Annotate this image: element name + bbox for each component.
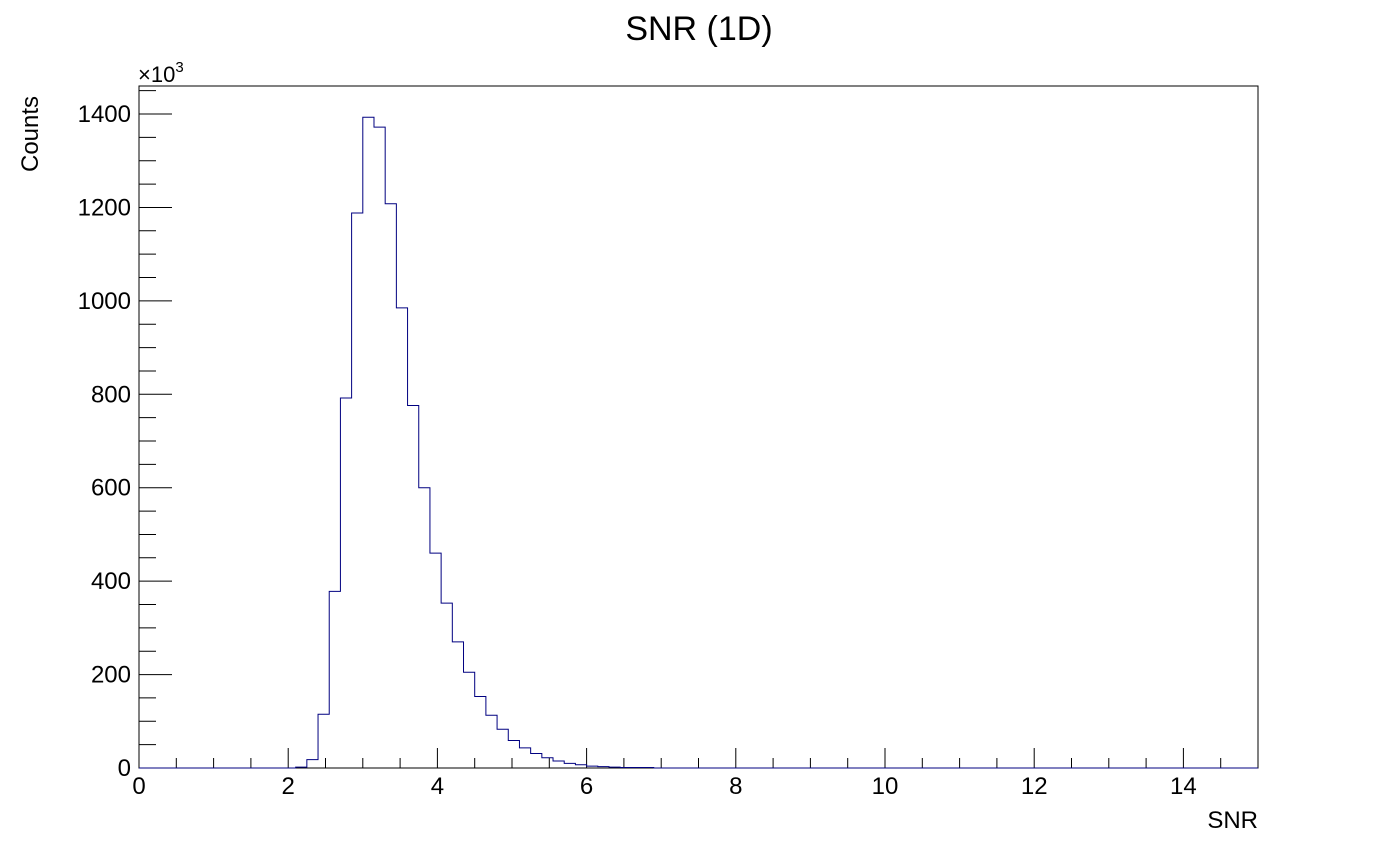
y-axis-ticks bbox=[139, 90, 172, 769]
histogram-series-line bbox=[139, 116, 1258, 769]
x-tick-label: 6 bbox=[580, 773, 593, 800]
plot-frame bbox=[138, 85, 1259, 769]
plot-border bbox=[138, 85, 1259, 769]
x-tick-label: 14 bbox=[1170, 773, 1197, 800]
y-tick-label: 400 bbox=[91, 568, 131, 595]
y-tick-label: 0 bbox=[118, 755, 131, 782]
x-tick-label: 4 bbox=[431, 773, 444, 800]
x-axis-tick-labels: 0 2 4 6 8 10 12 14 bbox=[132, 773, 1196, 800]
y-axis-multiplier: ×103 bbox=[138, 59, 184, 87]
chart-title: SNR (1D) bbox=[625, 10, 772, 48]
y-tick-label: 800 bbox=[91, 381, 131, 408]
x-tick-label: 2 bbox=[282, 773, 295, 800]
y-tick-label: 200 bbox=[91, 662, 131, 689]
x-axis-label: SNR bbox=[1207, 807, 1258, 834]
x-tick-label: 0 bbox=[132, 773, 145, 800]
y-axis-tick-labels: 0 200 400 600 800 1000 1200 1400 bbox=[78, 101, 131, 782]
x-tick-label: 10 bbox=[872, 773, 899, 800]
y-tick-label: 1000 bbox=[78, 288, 131, 315]
y-axis-label: Counts bbox=[17, 96, 44, 172]
y-tick-label: 1400 bbox=[78, 101, 131, 128]
y-tick-label: 1200 bbox=[78, 194, 131, 221]
x-axis-ticks bbox=[175, 748, 1222, 768]
x-tick-label: 8 bbox=[729, 773, 742, 800]
x-tick-label: 12 bbox=[1021, 773, 1048, 800]
y-tick-label: 600 bbox=[91, 475, 131, 502]
